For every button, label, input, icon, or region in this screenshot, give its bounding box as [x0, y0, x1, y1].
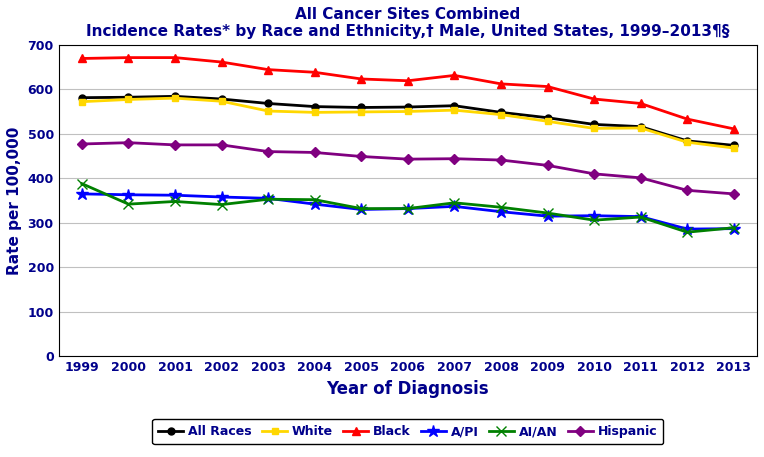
- Legend: All Races, White, Black, A/PI, AI/AN, Hispanic: All Races, White, Black, A/PI, AI/AN, Hi…: [152, 419, 663, 444]
- Title: All Cancer Sites Combined
Incidence Rates* by Race and Ethnicity,† Male, United : All Cancer Sites Combined Incidence Rate…: [86, 7, 730, 39]
- Y-axis label: Rate per 100,000: Rate per 100,000: [7, 127, 22, 275]
- X-axis label: Year of Diagnosis: Year of Diagnosis: [326, 380, 489, 398]
